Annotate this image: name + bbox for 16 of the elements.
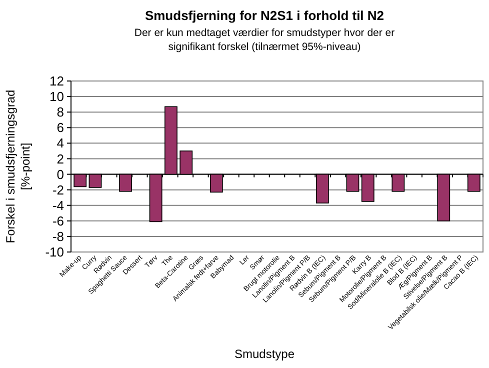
chart-title: Smudsfjerning for N2S1 i forhold til N2 <box>144 8 384 23</box>
y-tick-label: 10 <box>50 89 64 104</box>
y-tick-label: 8 <box>56 104 64 120</box>
y-tick-label: -4 <box>52 198 64 213</box>
y-tick-label: 6 <box>56 120 64 136</box>
y-tick-label: 0 <box>56 166 64 182</box>
y-tick-label: -2 <box>52 182 64 198</box>
y-tick-label: 2 <box>56 151 64 166</box>
chart-subtitle: Der er kun medtaget værdier for smudstyper hvor der er signifikant forskel (tilnærmet 95%-niveau) <box>134 27 396 53</box>
y-tick-label: 4 <box>56 136 64 151</box>
y-tick-label: -10 <box>45 244 64 260</box>
y-tick-label: -6 <box>52 213 64 228</box>
x-axis-title: Smudstype <box>234 347 295 361</box>
y-tick-label: -8 <box>52 229 64 244</box>
y-tick-label: 12 <box>50 74 64 89</box>
y-axis-title: Forskel i smudsfjerningsgrad [%-point] <box>4 90 32 244</box>
